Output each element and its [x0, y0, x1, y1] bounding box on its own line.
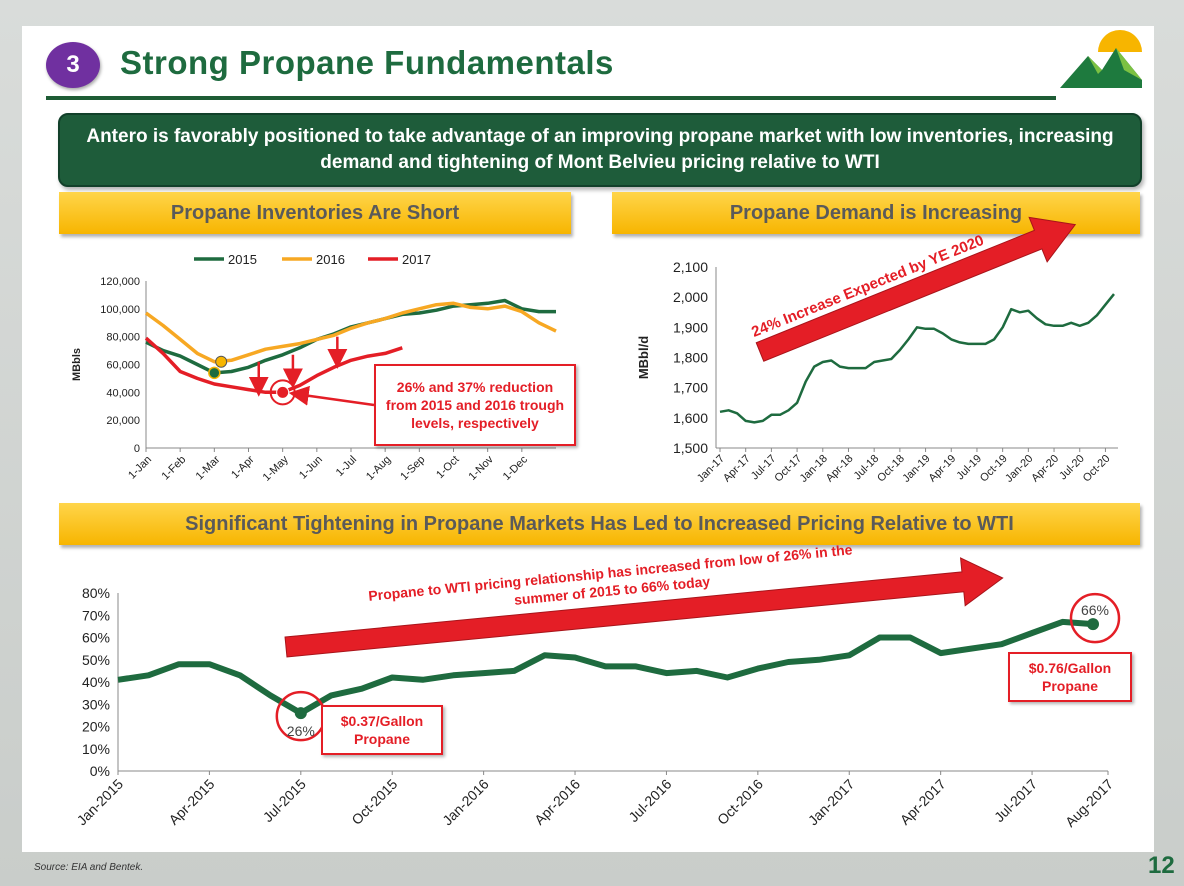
slide-title: Strong Propane Fundamentals — [120, 44, 614, 81]
inventory-ytick: 100,000 — [100, 304, 140, 316]
high-point-ring — [1069, 592, 1121, 644]
pricing-xtick: Jul-2016 — [625, 776, 674, 825]
pricing-xtick: Apr-2015 — [165, 776, 217, 828]
mountain-sun-logo — [1060, 30, 1142, 88]
pricing-xtick: Jan-2017 — [805, 776, 858, 829]
pricing-xtick: Apr-2016 — [531, 776, 583, 828]
pricing-xtick: Jul-2017 — [991, 776, 1040, 825]
pricing-xtick: Jan-2015 — [74, 776, 127, 829]
low-point-label: 26% — [287, 723, 315, 739]
inventory-series-2017 — [144, 336, 403, 395]
demand-ytick: 2,000 — [673, 289, 708, 305]
section-badge: 3 — [46, 42, 100, 88]
high-point-marker — [1087, 618, 1099, 631]
legend-label-2015: 2015 — [228, 252, 257, 267]
pricing-ytick: 10% — [82, 741, 110, 757]
pricing-increase-arrow: Propane to WTI pricing relationship has … — [284, 541, 1004, 658]
pricing-ytick: 60% — [82, 630, 110, 646]
inventory-ytick: 40,000 — [106, 387, 140, 399]
inventory-ytick: 0 — [134, 443, 140, 455]
header-demand: Propane Demand is Increasing — [612, 192, 1140, 234]
page-number: 12 — [1148, 852, 1175, 879]
low-point-marker — [294, 707, 307, 720]
key-message-banner: Antero is favorably positioned to take a… — [58, 113, 1142, 187]
pricing-ytick: 50% — [82, 652, 110, 668]
demand-ytick: 1,700 — [673, 380, 708, 396]
pricing-ytick: 70% — [82, 607, 110, 623]
demand-series — [719, 293, 1115, 424]
header-inventories: Propane Inventories Are Short — [59, 192, 571, 234]
pricing-xtick: Apr-2017 — [897, 776, 949, 828]
callout-pointer-arrow — [288, 385, 375, 407]
inventory-ytick: 60,000 — [106, 360, 140, 372]
title-rule — [46, 96, 1056, 100]
pricing-ytick: 0% — [90, 763, 110, 779]
pricing-xtick: Oct-2016 — [714, 776, 766, 828]
inventory-ylabel: MBbls — [71, 348, 83, 381]
pricing-ytick: 80% — [82, 585, 110, 601]
trough-2017-marker — [276, 385, 290, 399]
legend-label-2016: 2016 — [316, 252, 345, 267]
sun-icon — [1098, 30, 1142, 52]
trough-2016-marker — [215, 355, 228, 368]
demand-ytick: 1,800 — [673, 350, 708, 366]
pricing-xtick: Jul-2015 — [260, 776, 309, 825]
demand-ytick: 1,500 — [673, 440, 708, 456]
inventory-ytick: 20,000 — [106, 415, 140, 427]
inventory-series-2016 — [144, 301, 557, 364]
inventory-ytick: 80,000 — [106, 332, 140, 344]
inventory-reduction-callout: 26% and 37% reduction from 2015 and 2016… — [374, 364, 576, 446]
high-price-callout: $0.76/Gallon Propane — [1008, 652, 1132, 702]
trough-2015-marker — [208, 366, 221, 380]
mountain-shadow-icon — [1088, 48, 1142, 80]
pricing-ytick: 40% — [82, 674, 110, 690]
header-pricing: Significant Tightening in Propane Market… — [59, 503, 1140, 545]
demand-ytick: 1,900 — [673, 319, 708, 335]
demand-ylabel: MBbl/d — [636, 336, 651, 379]
pricing-series — [117, 618, 1094, 717]
pricing-ytick: 30% — [82, 696, 110, 712]
source-note: Source: EIA and Bentek. — [34, 862, 144, 873]
demand-ytick: 1,600 — [673, 410, 708, 426]
high-point-label: 66% — [1081, 602, 1109, 618]
pricing-xtick: Aug-2017 — [1062, 776, 1116, 830]
pricing-xtick: Oct-2015 — [348, 776, 400, 828]
pricing-ytick: 20% — [82, 719, 110, 735]
inventory-ytick: 120,000 — [100, 276, 140, 288]
low-price-callout: $0.37/Gallon Propane — [321, 705, 443, 755]
legend-label-2017: 2017 — [402, 252, 431, 267]
demand-ytick: 2,100 — [673, 259, 708, 275]
pricing-xtick: Jan-2016 — [439, 776, 492, 829]
